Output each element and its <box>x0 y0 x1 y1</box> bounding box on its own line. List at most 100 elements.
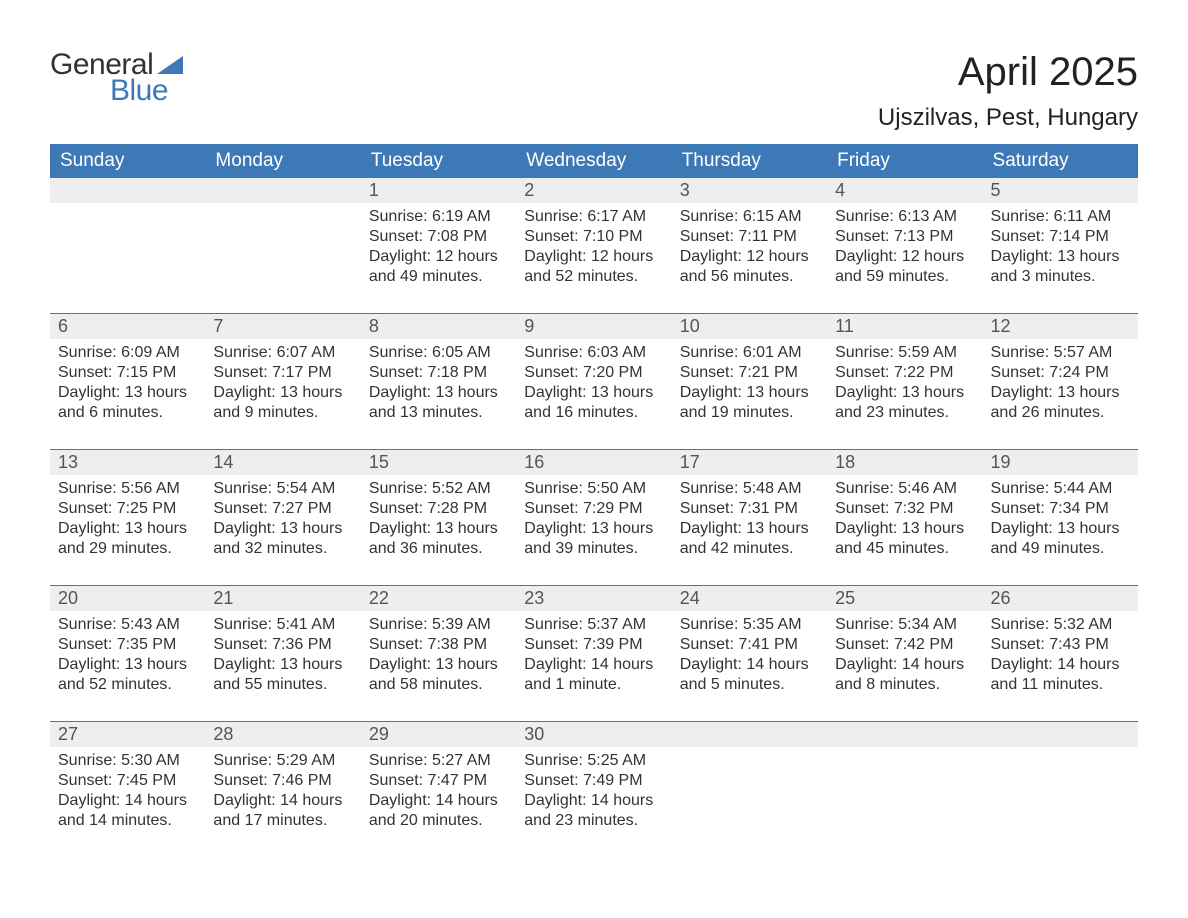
daylight-text-2: and 20 minutes. <box>369 811 508 831</box>
sunrise-text: Sunrise: 5:54 AM <box>213 479 352 499</box>
week-detail-row: Sunrise: 5:30 AM Sunset: 7:45 PM Dayligh… <box>50 747 1138 857</box>
sunset-text: Sunset: 7:29 PM <box>524 499 663 519</box>
day-number: 25 <box>827 586 982 611</box>
day-detail: Sunrise: 6:07 AM Sunset: 7:17 PM Dayligh… <box>205 339 360 450</box>
day-detail: Sunrise: 6:09 AM Sunset: 7:15 PM Dayligh… <box>50 339 205 450</box>
sunset-text: Sunset: 7:17 PM <box>213 363 352 383</box>
day-detail: Sunrise: 6:11 AM Sunset: 7:14 PM Dayligh… <box>983 203 1138 314</box>
daylight-text-2: and 17 minutes. <box>213 811 352 831</box>
day-detail: Sunrise: 6:15 AM Sunset: 7:11 PM Dayligh… <box>672 203 827 314</box>
sunrise-text: Sunrise: 6:01 AM <box>680 343 819 363</box>
daylight-text-2: and 29 minutes. <box>58 539 197 559</box>
daylight-text-1: Daylight: 13 hours <box>369 655 508 675</box>
day-number: 2 <box>516 178 671 203</box>
sunrise-text: Sunrise: 5:30 AM <box>58 751 197 771</box>
day-detail: Sunrise: 5:25 AM Sunset: 7:49 PM Dayligh… <box>516 747 671 857</box>
day-detail: Sunrise: 5:48 AM Sunset: 7:31 PM Dayligh… <box>672 475 827 586</box>
daylight-text-2: and 13 minutes. <box>369 403 508 423</box>
daylight-text-1: Daylight: 13 hours <box>991 247 1130 267</box>
daylight-text-1: Daylight: 13 hours <box>524 519 663 539</box>
week-daynum-row: 6 7 8 9 10 11 12 <box>50 314 1138 339</box>
daylight-text-1: Daylight: 12 hours <box>369 247 508 267</box>
day-detail-empty <box>983 747 1138 857</box>
logo: General Blue <box>50 50 183 106</box>
sunrise-text: Sunrise: 6:13 AM <box>835 207 974 227</box>
sunset-text: Sunset: 7:38 PM <box>369 635 508 655</box>
day-number: 7 <box>205 314 360 339</box>
sunset-text: Sunset: 7:13 PM <box>835 227 974 247</box>
sunset-text: Sunset: 7:36 PM <box>213 635 352 655</box>
sunset-text: Sunset: 7:24 PM <box>991 363 1130 383</box>
daylight-text-1: Daylight: 13 hours <box>58 519 197 539</box>
weekday-header: Friday <box>827 144 982 178</box>
sunrise-text: Sunrise: 5:29 AM <box>213 751 352 771</box>
sunset-text: Sunset: 7:21 PM <box>680 363 819 383</box>
daylight-text-1: Daylight: 14 hours <box>524 791 663 811</box>
daylight-text-1: Daylight: 14 hours <box>524 655 663 675</box>
day-number: 16 <box>516 450 671 475</box>
sunrise-text: Sunrise: 5:56 AM <box>58 479 197 499</box>
daylight-text-2: and 55 minutes. <box>213 675 352 695</box>
sunset-text: Sunset: 7:11 PM <box>680 227 819 247</box>
daylight-text-1: Daylight: 13 hours <box>835 519 974 539</box>
day-number: 24 <box>672 586 827 611</box>
sunset-text: Sunset: 7:45 PM <box>58 771 197 791</box>
daylight-text-1: Daylight: 13 hours <box>835 383 974 403</box>
calendar-header: Sunday Monday Tuesday Wednesday Thursday… <box>50 144 1138 178</box>
daylight-text-2: and 5 minutes. <box>680 675 819 695</box>
day-detail: Sunrise: 5:29 AM Sunset: 7:46 PM Dayligh… <box>205 747 360 857</box>
day-detail-empty <box>672 747 827 857</box>
daylight-text-1: Daylight: 13 hours <box>524 383 663 403</box>
sunset-text: Sunset: 7:47 PM <box>369 771 508 791</box>
day-detail-empty <box>827 747 982 857</box>
sunrise-text: Sunrise: 5:43 AM <box>58 615 197 635</box>
day-number: 23 <box>516 586 671 611</box>
day-number: 5 <box>983 178 1138 203</box>
day-detail: Sunrise: 6:19 AM Sunset: 7:08 PM Dayligh… <box>361 203 516 314</box>
week-detail-row: Sunrise: 6:09 AM Sunset: 7:15 PM Dayligh… <box>50 339 1138 450</box>
day-number: 29 <box>361 722 516 747</box>
daylight-text-1: Daylight: 13 hours <box>991 383 1130 403</box>
sunrise-text: Sunrise: 5:59 AM <box>835 343 974 363</box>
daylight-text-2: and 16 minutes. <box>524 403 663 423</box>
week-detail-row: Sunrise: 5:56 AM Sunset: 7:25 PM Dayligh… <box>50 475 1138 586</box>
day-number: 6 <box>50 314 205 339</box>
weekday-header: Wednesday <box>516 144 671 178</box>
week-daynum-row: 13 14 15 16 17 18 19 <box>50 450 1138 475</box>
day-number: 13 <box>50 450 205 475</box>
week-daynum-row: 20 21 22 23 24 25 26 <box>50 586 1138 611</box>
daylight-text-2: and 52 minutes. <box>524 267 663 287</box>
daylight-text-2: and 11 minutes. <box>991 675 1130 695</box>
sunrise-text: Sunrise: 5:50 AM <box>524 479 663 499</box>
day-detail: Sunrise: 5:57 AM Sunset: 7:24 PM Dayligh… <box>983 339 1138 450</box>
sunrise-text: Sunrise: 5:57 AM <box>991 343 1130 363</box>
sunset-text: Sunset: 7:08 PM <box>369 227 508 247</box>
day-detail: Sunrise: 5:54 AM Sunset: 7:27 PM Dayligh… <box>205 475 360 586</box>
sunset-text: Sunset: 7:39 PM <box>524 635 663 655</box>
daylight-text-2: and 1 minute. <box>524 675 663 695</box>
day-detail: Sunrise: 5:27 AM Sunset: 7:47 PM Dayligh… <box>361 747 516 857</box>
day-detail: Sunrise: 5:44 AM Sunset: 7:34 PM Dayligh… <box>983 475 1138 586</box>
sunset-text: Sunset: 7:25 PM <box>58 499 197 519</box>
day-number: 20 <box>50 586 205 611</box>
day-detail: Sunrise: 6:13 AM Sunset: 7:13 PM Dayligh… <box>827 203 982 314</box>
day-detail-empty <box>50 203 205 314</box>
day-number: 8 <box>361 314 516 339</box>
day-detail: Sunrise: 6:05 AM Sunset: 7:18 PM Dayligh… <box>361 339 516 450</box>
day-number: 21 <box>205 586 360 611</box>
daylight-text-2: and 23 minutes. <box>835 403 974 423</box>
daylight-text-1: Daylight: 13 hours <box>991 519 1130 539</box>
sunrise-text: Sunrise: 5:34 AM <box>835 615 974 635</box>
daylight-text-1: Daylight: 14 hours <box>369 791 508 811</box>
sunset-text: Sunset: 7:28 PM <box>369 499 508 519</box>
day-number-empty <box>205 178 360 203</box>
header: General Blue April 2025 Ujszilvas, Pest,… <box>50 50 1138 132</box>
sunrise-text: Sunrise: 6:17 AM <box>524 207 663 227</box>
sunset-text: Sunset: 7:35 PM <box>58 635 197 655</box>
sunrise-text: Sunrise: 5:37 AM <box>524 615 663 635</box>
day-number: 10 <box>672 314 827 339</box>
day-number-empty <box>672 722 827 747</box>
calendar-table: Sunday Monday Tuesday Wednesday Thursday… <box>50 144 1138 857</box>
day-number: 14 <box>205 450 360 475</box>
daylight-text-2: and 26 minutes. <box>991 403 1130 423</box>
